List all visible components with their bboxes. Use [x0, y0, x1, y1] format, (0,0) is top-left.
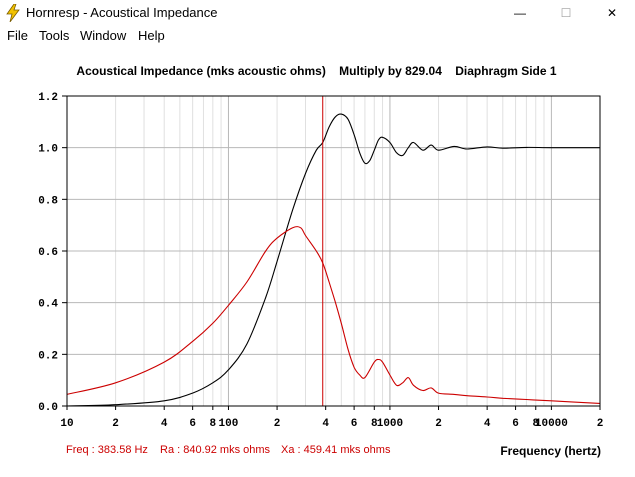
x-tick-label: 100: [219, 418, 239, 430]
series-line-red: [66, 226, 601, 404]
lightning-bolt-icon: [6, 4, 20, 22]
chart-title: Acoustical Impedance (mks acoustic ohms)…: [76, 64, 556, 78]
x-tick-label: 4: [484, 418, 491, 430]
y-tick-label: 0.6: [38, 247, 58, 259]
plot-frame: [66, 95, 601, 407]
maximize-icon: ☐: [560, 6, 572, 20]
impedance-chart[interactable]: Acoustical Impedance (mks acoustic ohms)…: [0, 46, 635, 441]
x-tick-label: 8: [532, 418, 539, 430]
close-icon: ✕: [606, 6, 618, 20]
y-tick-label: 0.0: [38, 402, 58, 414]
frequency-readout: Freq : 383.58 Hz: [66, 444, 148, 456]
menu-window[interactable]: Window: [80, 28, 127, 43]
resistance-readout: Ra : 840.92 mks ohms: [160, 444, 271, 456]
x-axis-label: Frequency (hertz): [500, 444, 601, 458]
y-tick-label: 0.2: [38, 350, 58, 362]
x-tick-label: 2: [435, 418, 442, 430]
x-tick-label: 2: [274, 418, 281, 430]
maximize-button[interactable]: ☐: [543, 2, 589, 24]
menu-help[interactable]: Help: [138, 28, 165, 43]
x-tick-label: 10: [60, 418, 73, 430]
y-tick-label: 0.8: [38, 195, 58, 207]
x-tick-label: 1000: [377, 418, 403, 430]
x-tick-label: 6: [512, 418, 519, 430]
menu-tools[interactable]: Tools: [39, 28, 70, 43]
reactance-readout: Xa : 459.41 mks ohms: [281, 444, 391, 456]
x-tick-label: 6: [351, 418, 358, 430]
window-title: Hornresp - Acoustical Impedance: [26, 5, 218, 20]
minimize-icon: —: [514, 6, 526, 20]
close-button[interactable]: ✕: [589, 2, 635, 24]
y-tick-label: 1.2: [38, 92, 58, 104]
minimize-button[interactable]: —: [497, 2, 543, 24]
y-tick-label: 0.4: [38, 299, 58, 311]
title-bar: Hornresp - Acoustical Impedance — ☐ ✕: [0, 0, 635, 26]
x-tick-label: 4: [322, 418, 329, 430]
menu-bar: File Tools Window Help: [0, 26, 635, 46]
menu-file[interactable]: File: [7, 28, 28, 43]
x-tick-label: 6: [189, 418, 196, 430]
y-tick-label: 1.0: [38, 144, 58, 156]
x-tick-label: 8: [371, 418, 378, 430]
x-tick-label: 4: [161, 418, 168, 430]
series-line-black: [66, 113, 600, 407]
x-tick-label: 2: [112, 418, 119, 430]
x-tick-label: 10000: [535, 418, 568, 430]
x-tick-label: 8: [210, 418, 217, 430]
x-tick-label: 2: [597, 418, 604, 430]
